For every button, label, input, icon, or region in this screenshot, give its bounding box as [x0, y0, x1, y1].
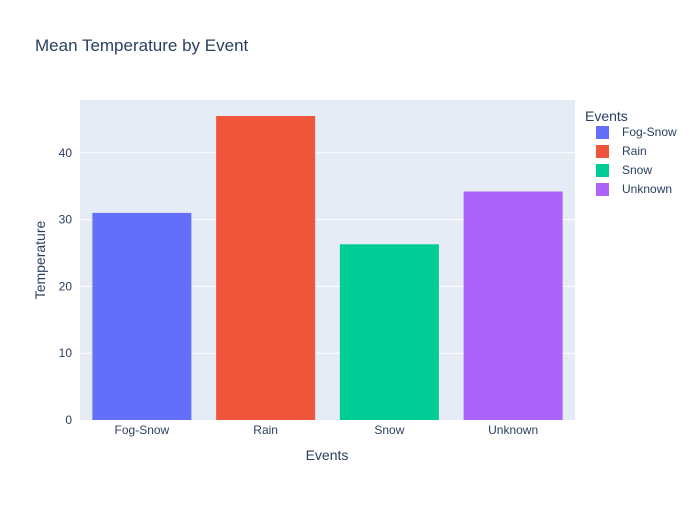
x-tick-label: Fog-Snow	[115, 423, 170, 437]
bar-snow	[339, 244, 439, 420]
legend-label: Unknown	[622, 182, 672, 196]
chart-title: Mean Temperature by Event	[35, 36, 249, 55]
bar-rain	[216, 116, 316, 421]
y-tick-label: 0	[65, 413, 72, 427]
y-tick-label: 30	[59, 213, 73, 227]
legend-label: Snow	[622, 163, 652, 177]
legend-label: Rain	[622, 144, 647, 158]
y-tick-label: 40	[59, 146, 73, 160]
x-tick-label: Unknown	[488, 423, 538, 437]
y-axis-ticks: 0 10 20 30 40	[59, 146, 73, 427]
bar-fog-snow	[92, 212, 192, 420]
legend-swatch	[596, 164, 609, 177]
x-tick-label: Rain	[253, 423, 278, 437]
legend-title: Events	[585, 108, 628, 124]
legend-label: Fog-Snow	[622, 125, 677, 139]
legend-swatch	[596, 145, 609, 158]
legend-swatch	[596, 126, 609, 139]
y-axis-title: Temperature	[32, 220, 48, 299]
x-axis-ticks: Fog-Snow Rain Snow Unknown	[115, 423, 539, 437]
legend-swatch	[596, 183, 609, 196]
bars	[92, 116, 563, 421]
x-tick-label: Snow	[374, 423, 404, 437]
y-tick-label: 20	[59, 279, 73, 293]
y-tick-label: 10	[59, 346, 73, 360]
bar-unknown	[463, 191, 563, 420]
legend: Events Fog-Snow Rain Snow Unknown	[585, 108, 677, 196]
legend-items: Fog-Snow Rain Snow Unknown	[596, 125, 677, 196]
x-axis-title: Events	[306, 447, 349, 463]
